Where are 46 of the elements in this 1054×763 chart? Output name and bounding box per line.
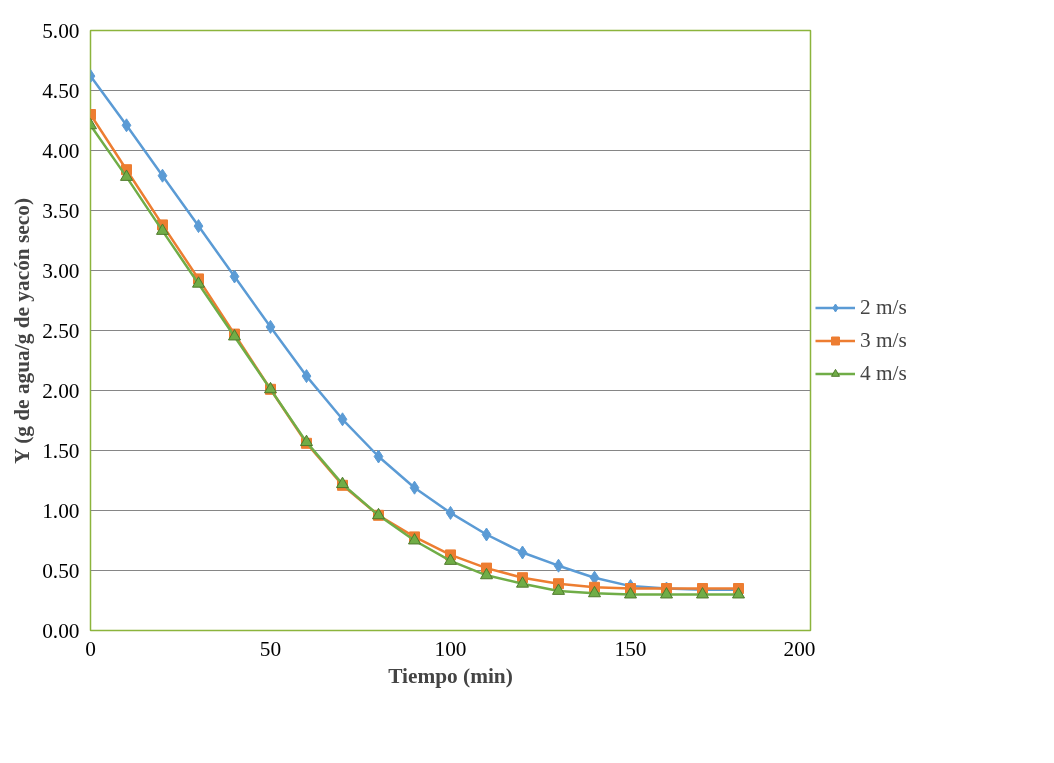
point [409, 480, 420, 495]
y-tick-label: 2.50 [42, 318, 80, 343]
point [337, 412, 348, 427]
point [516, 576, 529, 588]
point [732, 587, 745, 599]
y-tick-label: 1.00 [42, 498, 80, 523]
y-tick-label: 3.00 [42, 258, 80, 283]
y-tick-label: 4.50 [42, 78, 80, 103]
point [120, 169, 133, 181]
point [552, 583, 565, 595]
y-tick-label: 1.50 [42, 438, 80, 463]
point [193, 219, 204, 234]
y-tick-label: 4.00 [42, 138, 80, 163]
x-tick-label: 50 [259, 636, 282, 661]
x-tick-label: 100 [434, 636, 467, 661]
point [481, 527, 492, 542]
point [589, 570, 600, 585]
x-tick-label: 200 [783, 636, 816, 661]
point [229, 269, 240, 284]
point [624, 587, 637, 599]
legend-label: 3 m/s [860, 327, 907, 353]
point [517, 545, 528, 560]
point [156, 223, 169, 235]
legend-label: 4 m/s [860, 360, 907, 386]
x-tick-label: 150 [614, 636, 647, 661]
point [588, 585, 601, 598]
legend-label: 2 m/s [860, 294, 907, 320]
point [157, 168, 168, 183]
x-axis-title: Tiempo (min) [388, 663, 513, 688]
x-tick-label: 0 [85, 636, 96, 661]
y-tick-label: 5.00 [42, 18, 80, 43]
y-tick-label: 0.50 [42, 558, 80, 583]
point [301, 369, 312, 384]
point [373, 449, 384, 464]
point [660, 587, 673, 599]
point [480, 567, 493, 580]
point [444, 553, 457, 565]
point [696, 587, 709, 599]
point [121, 118, 132, 133]
point [265, 319, 276, 334]
point [445, 505, 456, 520]
point [553, 558, 564, 573]
y-axis-title: Y (g de agua/g de yacón seco) [10, 197, 35, 464]
y-tick-label: 3.50 [42, 198, 80, 223]
y-tick-label: 0.00 [42, 618, 80, 643]
y-tick-label: 2.00 [42, 378, 80, 403]
